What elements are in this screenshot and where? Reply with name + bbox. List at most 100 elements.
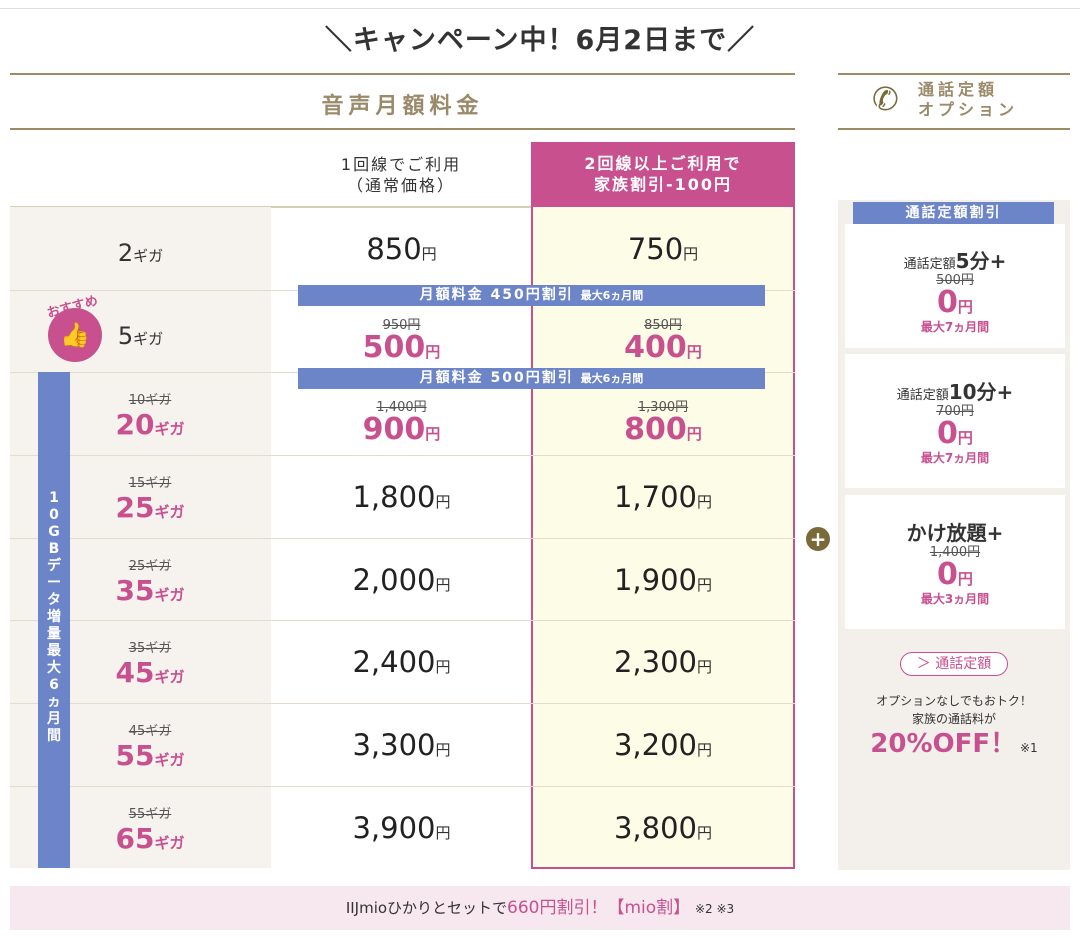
price: 3,800 [613, 810, 697, 845]
yen-unit: 円 [683, 244, 699, 263]
option-card[interactable]: かけ放題+ 1,400円 0円 最大3ヵ月間 [845, 495, 1065, 629]
plan-gb: 25 [115, 491, 155, 524]
price-cell: 1,400円 900円 [271, 390, 532, 455]
thumbs-up-icon: 👍 [48, 308, 102, 362]
row-divider [10, 455, 795, 456]
note-line1: オプションなしでもおトク！ [876, 694, 1032, 708]
divider [838, 73, 1070, 75]
plan-cell: 55ギガ 65ギガ [70, 790, 230, 873]
option-old-price: 1,400円 [929, 545, 981, 560]
price-cell: 2,000円 [271, 538, 532, 621]
price-cell: 1,900円 [531, 538, 795, 621]
old-gb: 35ギガ [128, 641, 172, 656]
gb-unit: ギガ [133, 246, 164, 265]
yen-unit: 円 [957, 429, 973, 447]
price-cell: 1,700円 [531, 455, 795, 538]
price: 3,200 [613, 727, 697, 762]
yen-unit: 円 [697, 492, 713, 511]
data-boost-label: 10GBデータ増量 最大6ヵ月間 [38, 372, 70, 868]
old-gb: 55ギガ [128, 807, 172, 822]
column-header-line1: 1回線でご利用 [340, 155, 462, 174]
plan-cell: 45ギガ 55ギガ [70, 707, 230, 790]
off-text: 20%OFF！ [870, 729, 1017, 759]
price: 500 [362, 329, 426, 365]
yen-unit: 円 [697, 740, 713, 759]
option-header-line1: 通話定額 [918, 80, 999, 99]
price: 850 [366, 231, 422, 266]
price: 1,800 [352, 479, 436, 514]
option-price: 0 [937, 557, 958, 592]
gb-unit: ギガ [154, 503, 185, 521]
yen-unit: 円 [697, 657, 713, 676]
price-cell: 3,800円 [531, 786, 795, 869]
option-header-line2: オプション [918, 100, 1019, 119]
old-gb: 45ギガ [128, 724, 172, 739]
yen-unit: 円 [686, 424, 702, 443]
old-price: 1,300円 [637, 399, 689, 415]
option-old-price: 700円 [936, 404, 974, 419]
price-cell: 3,200円 [531, 703, 795, 786]
yen-unit: 円 [425, 424, 441, 443]
plan-gb: 35 [115, 574, 155, 607]
price-cell: 1,300円 800円 [531, 390, 795, 455]
call-plan-link[interactable]: ＞ 通話定額 [900, 652, 1008, 676]
plus-icon: + [806, 527, 830, 551]
plan-cell: 15ギガ 25ギガ [70, 459, 230, 542]
option-period: 最大3ヵ月間 [920, 592, 990, 606]
price: 3,300 [352, 727, 436, 762]
option-card[interactable]: 通話定額10分+ 700円 0円 最大7ヵ月間 [845, 354, 1065, 488]
option-name: かけ放題+ [906, 521, 1004, 545]
price-cell: 2,400円 [271, 620, 532, 703]
gb-unit: ギガ [154, 834, 185, 852]
row-divider [10, 538, 795, 539]
option-discount-header: 通話定額割引 [853, 202, 1054, 224]
column-header-single: 1回線でご利用 （通常価格） [271, 154, 531, 196]
yen-unit: 円 [957, 570, 973, 588]
option-period: 最大7ヵ月間 [920, 320, 990, 334]
old-price: 950円 [382, 317, 421, 333]
note-line2: 家族の通話料が [911, 712, 996, 726]
yen-unit: 円 [435, 492, 451, 511]
old-gb: 15ギガ [128, 476, 172, 491]
gb-unit: ギガ [133, 329, 164, 348]
plan-cell: 2ギガ [10, 211, 271, 294]
option-price: 0 [937, 416, 958, 451]
footer-text: IIJmioひかりとセットで [345, 899, 508, 917]
gb-unit: ギガ [154, 586, 185, 604]
plan-cell: 10ギガ 20ギガ [70, 376, 230, 459]
plan-cell: 35ギガ 45ギガ [70, 624, 230, 707]
discount-banner-450: 月額料金 450円割引 最大6ヵ月間 [298, 285, 765, 306]
price: 400 [624, 329, 687, 365]
option-prefix: 通話定額 [903, 257, 956, 272]
price: 1,700 [613, 479, 697, 514]
price: 2,400 [352, 644, 436, 679]
yen-unit: 円 [425, 342, 441, 361]
off-footnote: ※1 [1019, 741, 1038, 755]
footer-banner[interactable]: IIJmioひかりとセットで660円割引！【mio割】 ※2 ※3 [10, 886, 1070, 930]
option-card[interactable]: 通話定額5分+ 500円 0円 最大7ヵ月間 [845, 224, 1065, 348]
old-gb: 10ギガ [128, 393, 172, 408]
column-header-line2: （通常価格） [346, 176, 455, 195]
price-cell: 3,900円 [271, 786, 532, 869]
price: 900 [362, 411, 426, 447]
option-note: オプションなしでもおトク！ 家族の通話料が 20%OFF！ ※1 [838, 692, 1070, 760]
gb-unit: ギガ [154, 751, 185, 769]
price: 800 [624, 411, 687, 447]
column-header-family: 2回線以上ご利用で 家族割引-100円 [531, 142, 795, 217]
price: 1,900 [613, 562, 697, 597]
divider [10, 128, 795, 130]
column-header-line2: 家族割引-100円 [593, 175, 733, 194]
plan-gb: 55 [115, 739, 155, 772]
row-divider [10, 620, 795, 621]
main-header: 音声月額料金 [321, 94, 484, 119]
old-price: 850円 [644, 317, 682, 333]
gb-unit: ギガ [154, 668, 185, 686]
price: 2,300 [613, 644, 697, 679]
yen-unit: 円 [686, 342, 702, 361]
divider [838, 128, 1070, 130]
option-old-price: 500円 [936, 273, 974, 288]
price-cell: 950円 500円 [271, 308, 532, 373]
plan-gb: 5 [117, 321, 134, 350]
yen-unit: 円 [957, 298, 973, 316]
price-cell: 3,300円 [271, 703, 532, 786]
